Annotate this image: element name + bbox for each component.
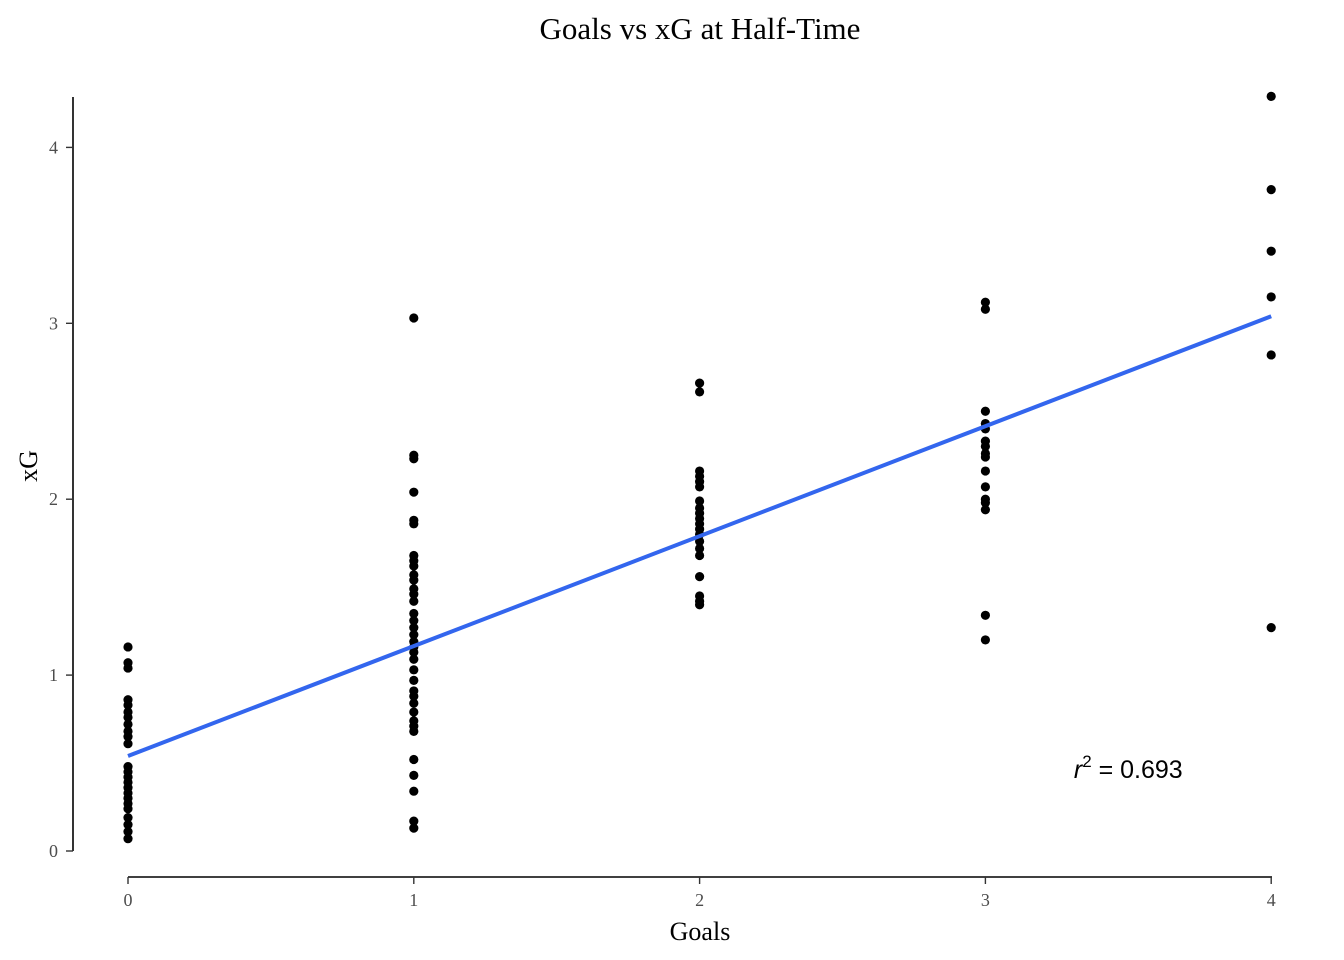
- data-point: [409, 754, 419, 765]
- data-point: [409, 654, 419, 664]
- data-point: [695, 387, 705, 397]
- data-point: [123, 739, 133, 749]
- data-point: [409, 561, 419, 571]
- x-tick-label: 4: [1267, 890, 1276, 910]
- data-point: [980, 466, 991, 476]
- data-point: [980, 406, 991, 416]
- data-point: [695, 550, 705, 561]
- data-point: [123, 820, 133, 830]
- data-point: [409, 487, 419, 497]
- data-point: [1266, 292, 1276, 302]
- y-tick-label: 0: [49, 841, 58, 861]
- data-point: [980, 452, 991, 462]
- data-point: [123, 804, 133, 814]
- data-point: [123, 834, 133, 844]
- data-point: [123, 663, 133, 673]
- x-axis-title: Goals: [670, 917, 731, 946]
- data-point: [409, 698, 419, 708]
- data-point: [409, 665, 419, 675]
- data-point: [695, 378, 705, 388]
- data-point: [695, 571, 705, 582]
- data-point: [1266, 350, 1276, 360]
- data-point: [123, 827, 133, 837]
- data-point: [980, 498, 991, 508]
- data-point: [123, 700, 133, 710]
- x-tick-label: 0: [124, 890, 133, 910]
- fit-line-layer: [127, 314, 1272, 758]
- data-point: [409, 726, 419, 736]
- y-tick-label: 4: [49, 137, 58, 157]
- data-point: [1266, 91, 1276, 101]
- data-point: [409, 615, 419, 626]
- data-point: [980, 297, 991, 307]
- data-point: [980, 635, 991, 645]
- data-point: [1266, 185, 1276, 195]
- data-point: [123, 732, 133, 742]
- annotation-value: = 0.693: [1092, 756, 1183, 784]
- y-axis-title: xG: [14, 450, 43, 482]
- data-point: [695, 543, 705, 554]
- data-point: [409, 770, 419, 780]
- data-point: [1266, 623, 1276, 633]
- x-tick-label: 1: [409, 890, 418, 910]
- y-tick-label: 1: [49, 665, 58, 685]
- annotation-superscript: 2: [1082, 752, 1091, 771]
- data-point: [409, 519, 419, 529]
- data-point: [980, 505, 991, 515]
- data-point: [409, 786, 419, 796]
- data-point: [409, 675, 419, 685]
- data-point: [123, 712, 133, 722]
- data-point: [980, 482, 991, 492]
- x-axis-ticks: 0 1 2 3 4: [124, 877, 1276, 910]
- data-point: [123, 812, 133, 823]
- data-point: [695, 482, 705, 492]
- data-point: [980, 304, 991, 314]
- data-point: [409, 691, 419, 701]
- data-point: [409, 313, 419, 323]
- data-point: [1266, 246, 1276, 256]
- data-point: [409, 589, 419, 599]
- data-point: [409, 647, 419, 657]
- data-point: [409, 630, 419, 640]
- data-point: [409, 608, 419, 619]
- y-tick-label: 2: [49, 489, 58, 509]
- data-point: [409, 596, 419, 606]
- x-tick-label: 3: [981, 890, 990, 910]
- data-point: [409, 454, 419, 464]
- data-point: [409, 823, 419, 833]
- data-point: [980, 441, 991, 452]
- data-point: [409, 623, 419, 633]
- x-tick-label: 2: [695, 890, 704, 910]
- chart-title: Goals vs xG at Half-Time: [540, 11, 861, 46]
- data-point: [409, 707, 419, 717]
- y-axis-ticks: 0 1 2 3 4: [49, 137, 73, 861]
- regression-line: [127, 314, 1272, 758]
- scatter-points: [123, 91, 1276, 844]
- data-point: [409, 575, 419, 585]
- data-point: [695, 600, 705, 610]
- data-point: [695, 496, 705, 506]
- r-squared-annotation: r2 = 0.693: [1074, 752, 1183, 784]
- data-point: [123, 719, 133, 729]
- y-tick-label: 3: [49, 313, 58, 333]
- data-point: [409, 816, 419, 826]
- annotation-variable: r: [1074, 756, 1084, 784]
- data-point: [980, 610, 991, 620]
- data-point: [123, 642, 133, 652]
